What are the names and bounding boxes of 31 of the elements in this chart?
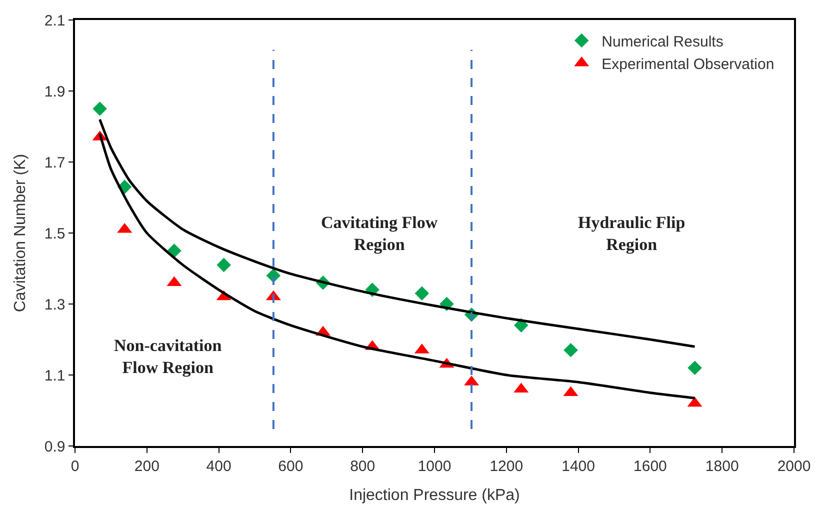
x-tick-label: 1600 — [634, 458, 667, 475]
y-tick-label: 1.5 — [44, 225, 66, 242]
x-tick-label: 1400 — [562, 458, 595, 475]
y-tick-label: 1.3 — [44, 296, 66, 314]
x-tick-label: 0 — [70, 458, 80, 475]
annotation: Non-cavitation Flow Region — [114, 336, 222, 378]
y-tick-label: 1.9 — [44, 83, 66, 100]
annotation: Cavitating Flow Region — [321, 213, 438, 254]
x-axis-title: Injection Pressure (kPa) — [349, 486, 520, 504]
y-axis-title: Cavitation Number (K) — [12, 154, 29, 312]
y-tick-label: 1.7 — [44, 154, 66, 172]
point — [688, 360, 702, 376]
annotation: Hydraulic Flip Region — [578, 213, 686, 254]
point — [167, 244, 182, 258]
x-tick-label: 200 — [134, 458, 160, 475]
point — [564, 343, 578, 358]
y-tick-label: 1.1 — [44, 367, 66, 384]
y-tick-label: 0.9 — [44, 438, 66, 456]
x-tick-label: 1800 — [705, 458, 739, 475]
point — [92, 102, 107, 116]
x-tick-label: 2000 — [777, 458, 811, 475]
x-tick-label: 400 — [206, 458, 232, 475]
x-tick-label: 1000 — [418, 458, 452, 475]
x-tick-label: 600 — [278, 458, 304, 475]
legend-label: Experimental Observation — [602, 56, 774, 73]
point — [216, 258, 231, 272]
legend-label: Numerical Results — [602, 33, 724, 50]
x-tick-label: 1200 — [490, 458, 524, 475]
point — [414, 286, 430, 300]
x-tick-label: 800 — [350, 458, 376, 475]
y-tick-label: 2.1 — [44, 12, 66, 30]
